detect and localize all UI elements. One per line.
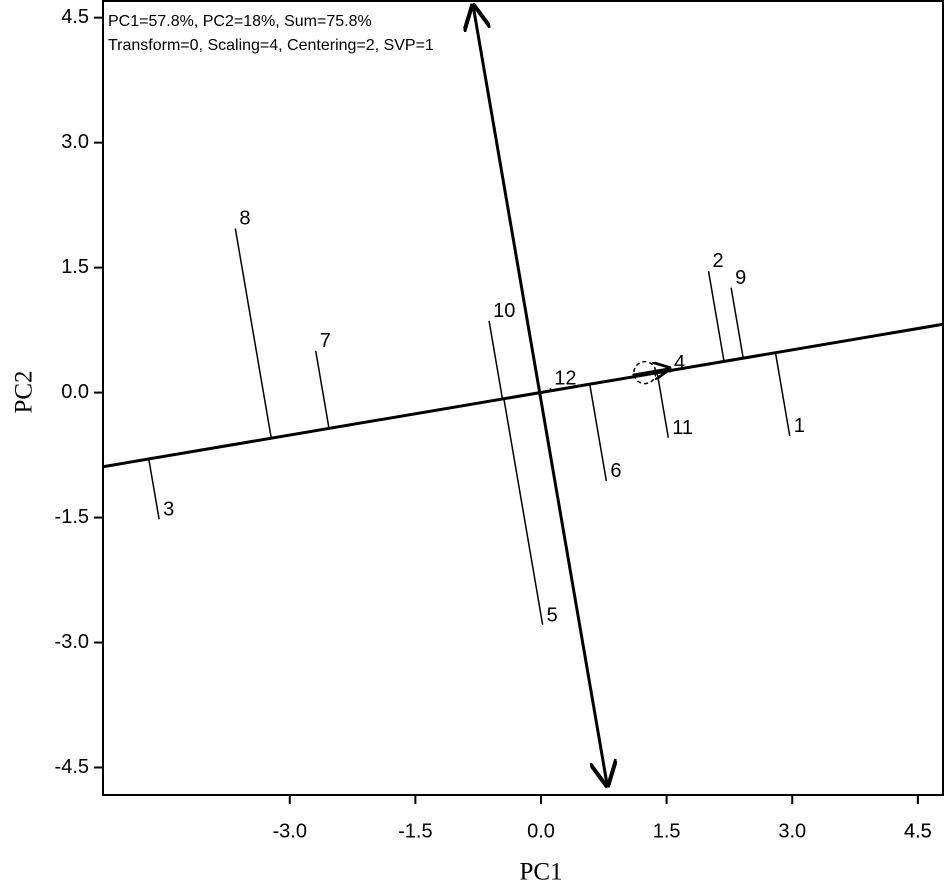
point-label: 1: [794, 415, 805, 437]
point-label: 12: [554, 368, 576, 390]
point-label: 3: [163, 499, 174, 521]
atc-ordinate: [473, 6, 607, 785]
point-label: 2: [713, 250, 724, 272]
x-tick-label: 1.5: [653, 820, 681, 842]
plot-frame: [102, 0, 944, 796]
y-tick-label: -1.5: [55, 506, 89, 528]
point-label: 4: [674, 352, 685, 374]
annotation: Transform=0, Scaling=4, Centering=2, SVP…: [108, 37, 434, 54]
projection-line: [148, 458, 160, 520]
point-label: 9: [735, 267, 746, 289]
projection-line: [589, 384, 608, 482]
y-tick-label: 0.0: [61, 381, 89, 403]
x-tick-label: -1.5: [398, 820, 432, 842]
projection-line: [707, 270, 725, 362]
point-label: 7: [320, 330, 331, 352]
x-tick-label: 4.5: [904, 820, 932, 842]
x-tick-label: 3.0: [778, 820, 806, 842]
point-label: 8: [239, 208, 250, 230]
y-tick-label: 3.0: [61, 131, 89, 153]
x-tick-label: -3.0: [273, 820, 307, 842]
x-tick-label: 4.5: [904, 820, 932, 842]
projection-line: [774, 352, 791, 437]
x-axis-title: PC1: [519, 859, 562, 886]
atc-abscissa: [102, 322, 944, 469]
projection-line: [503, 398, 544, 626]
y-axis-title: PC2: [11, 370, 38, 413]
projection-line: [314, 350, 330, 429]
average-environment-arrow: [632, 368, 669, 374]
y-tick-label: 4.5: [61, 6, 89, 28]
projection-line: [730, 287, 744, 359]
x-tick-label: 0.0: [527, 820, 555, 842]
projection-line: [656, 372, 670, 438]
projection-line: [234, 228, 273, 439]
point-label: 11: [672, 417, 693, 439]
annotation: PC1=57.8%, PC2=18%, Sum=75.8%: [108, 13, 372, 30]
point-label: 5: [547, 604, 558, 626]
point-label: 10: [493, 300, 515, 322]
y-tick-label: -4.5: [55, 756, 89, 778]
y-tick-label: -3.0: [55, 631, 89, 653]
y-tick-label: 1.5: [61, 256, 89, 278]
point-label: 6: [610, 460, 621, 482]
projection-line: [488, 320, 504, 400]
